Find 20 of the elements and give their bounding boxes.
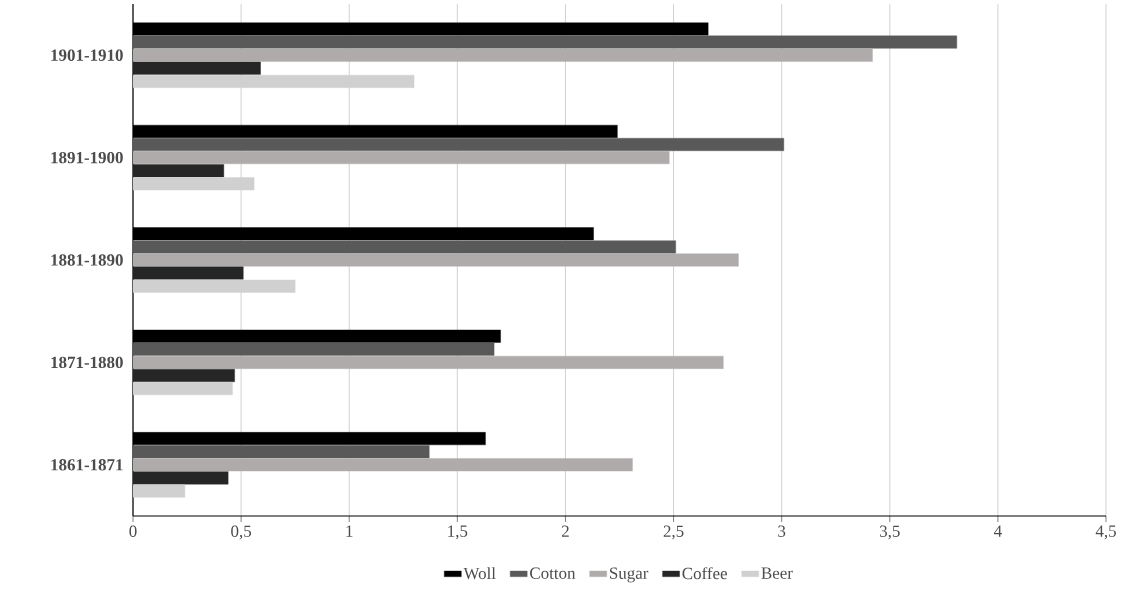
- x-tick-label: 1: [346, 525, 353, 537]
- legend-label: Cotton: [530, 567, 576, 579]
- x-tick-label: 4: [993, 525, 1002, 537]
- x-tick-label: 3,5: [880, 525, 900, 540]
- x-tick-label: 1,5: [448, 525, 468, 540]
- x-tick-label: 3: [778, 525, 786, 537]
- y-tick-label: 1861-1871: [51, 459, 123, 471]
- y-tick-label: 1871-1880: [51, 356, 123, 369]
- legend-label: Woll: [463, 567, 496, 580]
- x-tick-label: 2: [561, 525, 569, 537]
- legend-label: Beer: [761, 567, 793, 579]
- y-tick-label: 1891-1900: [51, 151, 123, 164]
- x-tick-label: 0: [129, 525, 137, 537]
- y-tick-label: 1901-1910: [51, 49, 123, 61]
- x-tick-label: 2,5: [663, 525, 684, 540]
- x-tick-label: 0,5: [231, 525, 252, 540]
- x-tick-label: 4,5: [1095, 525, 1116, 540]
- y-tick-label: 1881-1890: [51, 254, 123, 266]
- legend-label: Sugar: [610, 567, 649, 583]
- legend-label: Coffee: [682, 567, 727, 580]
